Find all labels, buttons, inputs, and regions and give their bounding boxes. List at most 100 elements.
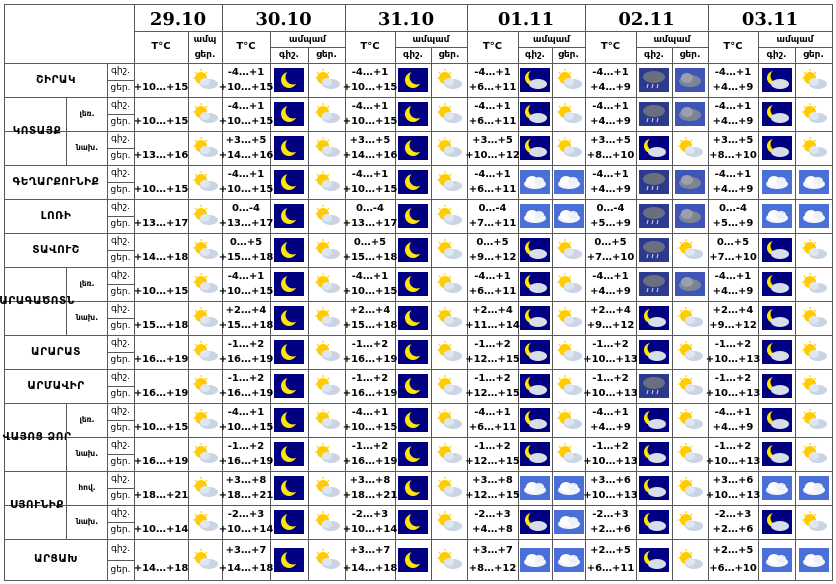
temp-night: -1…+2 xyxy=(351,338,389,350)
grid-line xyxy=(4,4,832,5)
temp-day: +15…+18 xyxy=(218,319,274,331)
temp-night: -1…+2 xyxy=(474,372,511,384)
moon-icon xyxy=(274,374,304,398)
grid-line xyxy=(4,580,832,581)
temp-day: +13…+17 xyxy=(342,217,398,229)
sun-cloud-icon xyxy=(434,204,464,228)
cloud-column-header: ամպ xyxy=(193,34,217,45)
moon-icon xyxy=(398,374,428,398)
grid-line xyxy=(552,47,553,580)
grid-line xyxy=(4,165,832,166)
temp-day: +14…+16 xyxy=(342,149,398,161)
moon-icon xyxy=(398,102,428,126)
temp-day: +13…+16 xyxy=(133,149,189,161)
cloud-icon xyxy=(799,170,829,194)
temp-day: +15…+18 xyxy=(218,251,274,263)
temp-night: -4…+1 xyxy=(474,406,511,418)
temp-night: 0…+5 xyxy=(594,236,627,248)
temp-day: +10…+14 xyxy=(218,523,274,535)
subregion-label: լեռ. xyxy=(79,279,95,289)
moon-icon xyxy=(274,204,304,228)
moon-cloud-icon xyxy=(762,374,792,398)
grid-line xyxy=(66,267,67,335)
moon-cloud-icon xyxy=(762,136,792,160)
dark-cloud-icon xyxy=(675,102,705,126)
sun-cloud-icon xyxy=(434,548,464,572)
temp-day: +4…+9 xyxy=(712,115,754,127)
night-label: գիշ. xyxy=(111,168,130,178)
moon-icon xyxy=(398,408,428,432)
temp-night: +2…+5 xyxy=(590,544,631,556)
grid-line xyxy=(107,522,134,523)
grid-line xyxy=(518,31,519,580)
sun-cloud-icon xyxy=(554,68,584,92)
grid-line xyxy=(107,420,134,421)
sun-cloud-icon xyxy=(312,476,342,500)
subregion-label: հով. xyxy=(78,483,96,493)
dark-cloud-icon xyxy=(675,204,705,228)
temp-day: +8…+10 xyxy=(586,149,635,161)
grid-line xyxy=(107,80,134,81)
grid-line xyxy=(4,131,832,132)
sun-cloud-icon xyxy=(675,408,705,432)
temp-day: +10…+13 xyxy=(705,387,761,399)
subregion-label: նախ. xyxy=(75,143,99,153)
temp-day: +13…+17 xyxy=(218,217,274,229)
moon-icon xyxy=(398,340,428,364)
grid-line xyxy=(107,148,134,149)
temp-day: +16…+19 xyxy=(133,455,189,467)
moon-cloud-icon xyxy=(762,340,792,364)
grid-line xyxy=(345,4,346,580)
grid-line xyxy=(4,471,832,472)
grid-line xyxy=(467,4,468,580)
temp-day: +10…+15 xyxy=(342,285,398,297)
night-column-header: գիշ. xyxy=(279,49,299,60)
temp-day: +16…+19 xyxy=(342,353,398,365)
moon-cloud-icon xyxy=(520,442,550,466)
date-header: 02.11 xyxy=(618,9,675,30)
night-label: գիշ. xyxy=(111,440,130,450)
grid-line xyxy=(308,47,309,580)
temp-day: +10…+15 xyxy=(133,421,189,433)
temp-night: -4…+1 xyxy=(592,100,629,112)
temp-night: -4…+1 xyxy=(474,168,511,180)
cloud-icon xyxy=(799,204,829,228)
sun-cloud-icon xyxy=(434,136,464,160)
grid-line xyxy=(107,284,134,285)
date-header: 03.11 xyxy=(741,9,799,30)
sun-cloud-icon xyxy=(190,408,220,432)
moon-icon xyxy=(398,272,428,296)
night-label: գիշ. xyxy=(111,66,130,76)
sun-cloud-icon xyxy=(312,374,342,398)
temp-day: +10…+15 xyxy=(133,183,189,195)
temp-night: +3…+5 xyxy=(712,134,754,146)
temp-night: -2…+3 xyxy=(474,508,511,520)
sun-cloud-icon xyxy=(312,510,342,534)
cloud-icon xyxy=(520,548,550,572)
temp-night: +3…+7 xyxy=(225,544,267,556)
temp-day: +10…+15 xyxy=(218,81,274,93)
sun-cloud-icon xyxy=(554,272,584,296)
sun-cloud-icon xyxy=(434,340,464,364)
sun-cloud-icon xyxy=(190,102,220,126)
grid-line xyxy=(395,47,467,48)
temp-day: +5…+9 xyxy=(590,217,631,229)
sun-cloud-icon xyxy=(190,442,220,466)
moon-cloud-icon xyxy=(762,510,792,534)
temp-day: +6…+11 xyxy=(468,285,517,297)
cloud-icon xyxy=(799,548,829,572)
temp-day: +16…+19 xyxy=(218,387,274,399)
sun-cloud-icon xyxy=(312,238,342,262)
moon-icon xyxy=(274,476,304,500)
sun-cloud-icon xyxy=(434,272,464,296)
sun-cloud-icon xyxy=(554,408,584,432)
dark-cloud-icon xyxy=(675,68,705,92)
moon-icon xyxy=(398,306,428,330)
sun-cloud-icon xyxy=(675,136,705,160)
grid-line xyxy=(4,437,832,438)
cloud-icon xyxy=(520,204,550,228)
day-label: ցեր. xyxy=(110,321,131,331)
subregion-label: լեռ. xyxy=(79,415,95,425)
day-label: ցեր. xyxy=(110,287,131,297)
night-label: գիշ. xyxy=(111,270,130,280)
